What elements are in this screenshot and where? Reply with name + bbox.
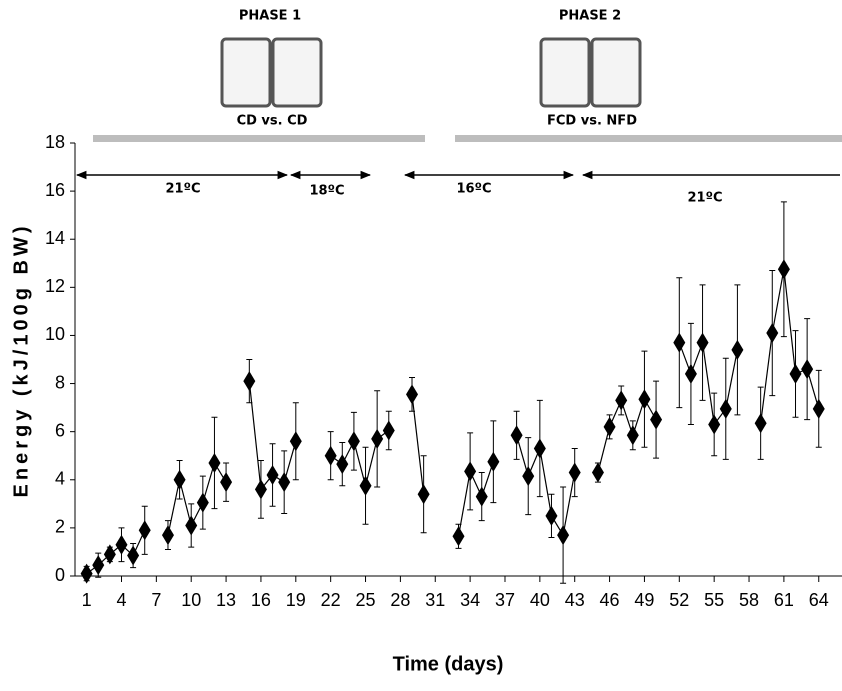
marker xyxy=(777,259,790,280)
marker xyxy=(254,479,267,500)
phase-label: PHASE 2 xyxy=(559,9,621,24)
temperature-label: 21ºC xyxy=(688,191,723,206)
marker xyxy=(278,472,291,493)
marker xyxy=(766,323,779,344)
marker xyxy=(464,461,477,482)
y-tick-label: 0 xyxy=(55,565,65,585)
x-tick-label: 19 xyxy=(286,590,306,610)
marker xyxy=(406,384,419,405)
x-tick-label: 61 xyxy=(774,590,794,610)
marker xyxy=(208,452,221,473)
marker xyxy=(522,466,535,487)
x-tick-label: 37 xyxy=(495,590,515,610)
marker xyxy=(487,451,500,472)
x-tick-label: 34 xyxy=(460,590,480,610)
y-axis-title: Energy (kJ/100g BW) xyxy=(10,223,32,498)
line xyxy=(86,269,820,575)
y-tick-label: 12 xyxy=(45,276,65,296)
marker xyxy=(266,464,279,485)
y-tick-label: 16 xyxy=(45,180,65,200)
marker xyxy=(185,515,198,536)
temperature-label: 18ºC xyxy=(310,184,345,199)
y-tick-label: 10 xyxy=(45,324,65,344)
marker xyxy=(557,525,570,546)
y-tick-label: 8 xyxy=(55,372,65,392)
x-tick-label: 55 xyxy=(704,590,724,610)
marker xyxy=(324,445,337,466)
x-tick-label: 31 xyxy=(425,590,445,610)
cage-icons xyxy=(220,37,642,108)
marker xyxy=(615,390,628,411)
phase-label: PHASE 1 xyxy=(239,9,301,24)
y-tick-label: 18 xyxy=(45,132,65,152)
marker xyxy=(510,425,523,446)
x-tick-label: 43 xyxy=(565,590,585,610)
x-tick-label: 10 xyxy=(181,590,201,610)
marker xyxy=(650,409,663,430)
x-tick-label: 40 xyxy=(530,590,550,610)
marker xyxy=(173,469,186,490)
marker xyxy=(417,484,430,505)
marker xyxy=(382,420,395,441)
marker xyxy=(347,431,360,452)
marker xyxy=(673,332,686,353)
x-tick-label: 4 xyxy=(116,590,126,610)
marker xyxy=(789,363,802,384)
marker xyxy=(696,332,709,353)
marker xyxy=(533,438,546,459)
marker xyxy=(80,563,93,584)
marker xyxy=(371,428,384,449)
x-tick-label: 1 xyxy=(82,590,92,610)
temperature-label: 16ºC xyxy=(457,182,492,197)
x-axis-title: Time (days) xyxy=(393,653,504,675)
marker xyxy=(475,486,488,507)
marker xyxy=(452,526,465,547)
marker xyxy=(115,534,128,555)
marker xyxy=(626,425,639,446)
marker xyxy=(336,454,349,475)
marker xyxy=(161,525,174,546)
marker xyxy=(138,520,151,541)
x-tick-label: 25 xyxy=(356,590,376,610)
marker xyxy=(708,414,721,435)
marker xyxy=(220,472,233,493)
marker xyxy=(289,431,302,452)
marker xyxy=(719,398,732,419)
marker xyxy=(568,462,581,483)
x-tick-label: 22 xyxy=(321,590,341,610)
y-tick-label: 6 xyxy=(55,420,65,440)
comparison-label: CD vs. CD xyxy=(237,114,308,129)
marker xyxy=(359,475,372,496)
marker xyxy=(638,389,651,410)
comparison-label: FCD vs. NFD xyxy=(547,114,637,129)
x-tick-label: 13 xyxy=(216,590,236,610)
marker xyxy=(812,398,825,419)
x-tick-label: 52 xyxy=(669,590,689,610)
x-tick-label: 64 xyxy=(809,590,829,610)
y-tick-label: 14 xyxy=(45,228,65,248)
phase-bars xyxy=(93,135,842,142)
marker xyxy=(127,545,140,566)
y-tick-label: 2 xyxy=(55,517,65,537)
marker xyxy=(545,505,558,526)
marker xyxy=(92,555,105,576)
x-tick-label: 7 xyxy=(151,590,161,610)
marker xyxy=(591,462,604,483)
marker xyxy=(196,492,209,513)
x-tick-label: 46 xyxy=(600,590,620,610)
x-tick-label: 58 xyxy=(739,590,759,610)
marker xyxy=(684,363,697,384)
marker xyxy=(731,339,744,360)
x-tick-label: 28 xyxy=(390,590,410,610)
marker xyxy=(103,544,116,565)
x-tick-label: 49 xyxy=(634,590,654,610)
y-tick-label: 4 xyxy=(55,469,65,489)
marker xyxy=(603,416,616,437)
temperature-label: 21ºC xyxy=(166,182,201,197)
x-tick-label: 16 xyxy=(251,590,271,610)
marker xyxy=(754,413,767,434)
marker xyxy=(801,359,814,380)
marker xyxy=(243,371,256,392)
